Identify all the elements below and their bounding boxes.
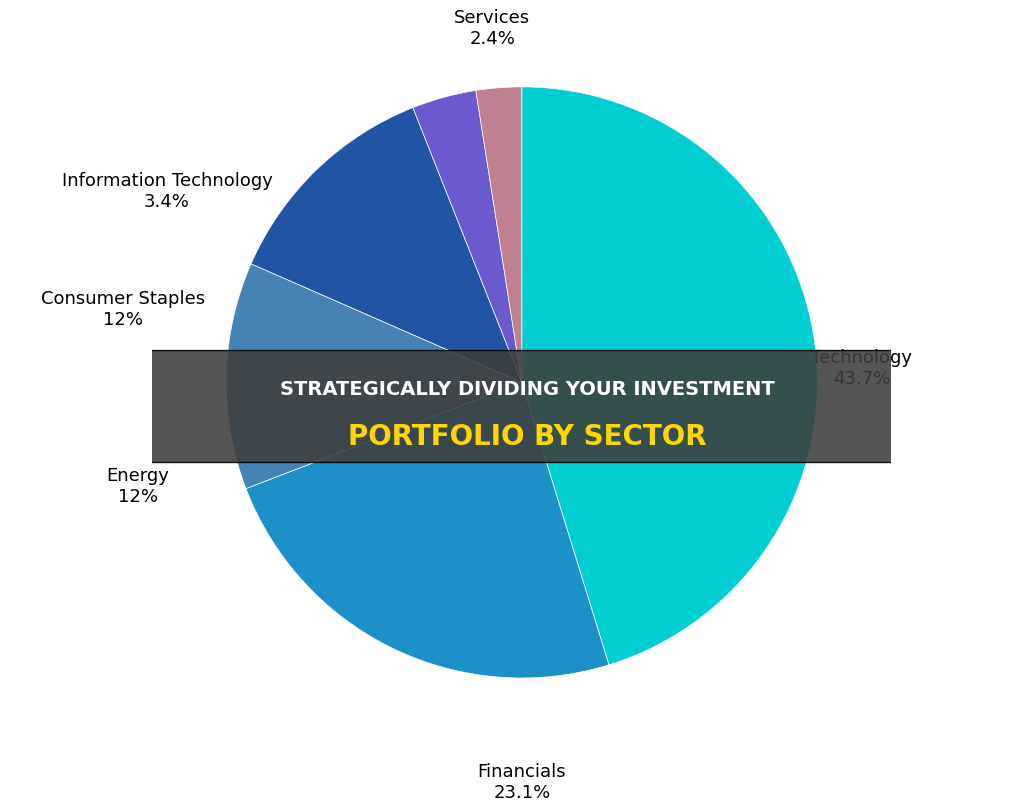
Text: Consumer Staples
12%: Consumer Staples 12%: [41, 290, 205, 328]
Text: Information Technology
3.4%: Information Technology 3.4%: [61, 172, 272, 210]
Text: Energy
12%: Energy 12%: [106, 467, 169, 506]
Text: STRATEGICALLY DIVIDING YOUR INVESTMENT: STRATEGICALLY DIVIDING YOUR INVESTMENT: [281, 379, 775, 398]
Wedge shape: [522, 88, 817, 665]
Wedge shape: [413, 92, 522, 383]
Text: PORTFOLIO BY SECTOR: PORTFOLIO BY SECTOR: [348, 422, 707, 450]
Text: Services
2.4%: Services 2.4%: [455, 10, 530, 48]
Wedge shape: [476, 88, 522, 383]
Wedge shape: [226, 264, 522, 489]
Text: Technology
43.7%: Technology 43.7%: [811, 349, 912, 388]
FancyBboxPatch shape: [4, 350, 1024, 463]
Wedge shape: [251, 108, 522, 383]
Text: Financials
23.1%: Financials 23.1%: [477, 762, 566, 801]
Wedge shape: [246, 383, 609, 679]
